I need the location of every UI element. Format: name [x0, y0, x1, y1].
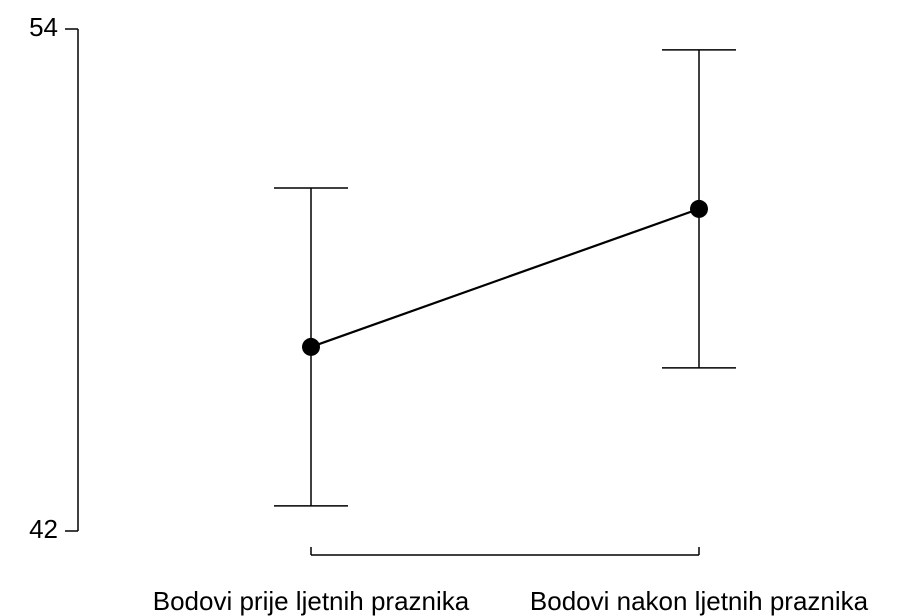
- y-tick-label: 54: [29, 12, 58, 42]
- line: [310, 207, 700, 348]
- x-tick-label: Bodovi nakon ljetnih praznika: [530, 586, 869, 616]
- x-tick-label: Bodovi prije ljetnih praznika: [153, 586, 470, 616]
- y-tick-label: 42: [29, 514, 58, 544]
- point: [302, 337, 320, 356]
- point: [690, 199, 708, 218]
